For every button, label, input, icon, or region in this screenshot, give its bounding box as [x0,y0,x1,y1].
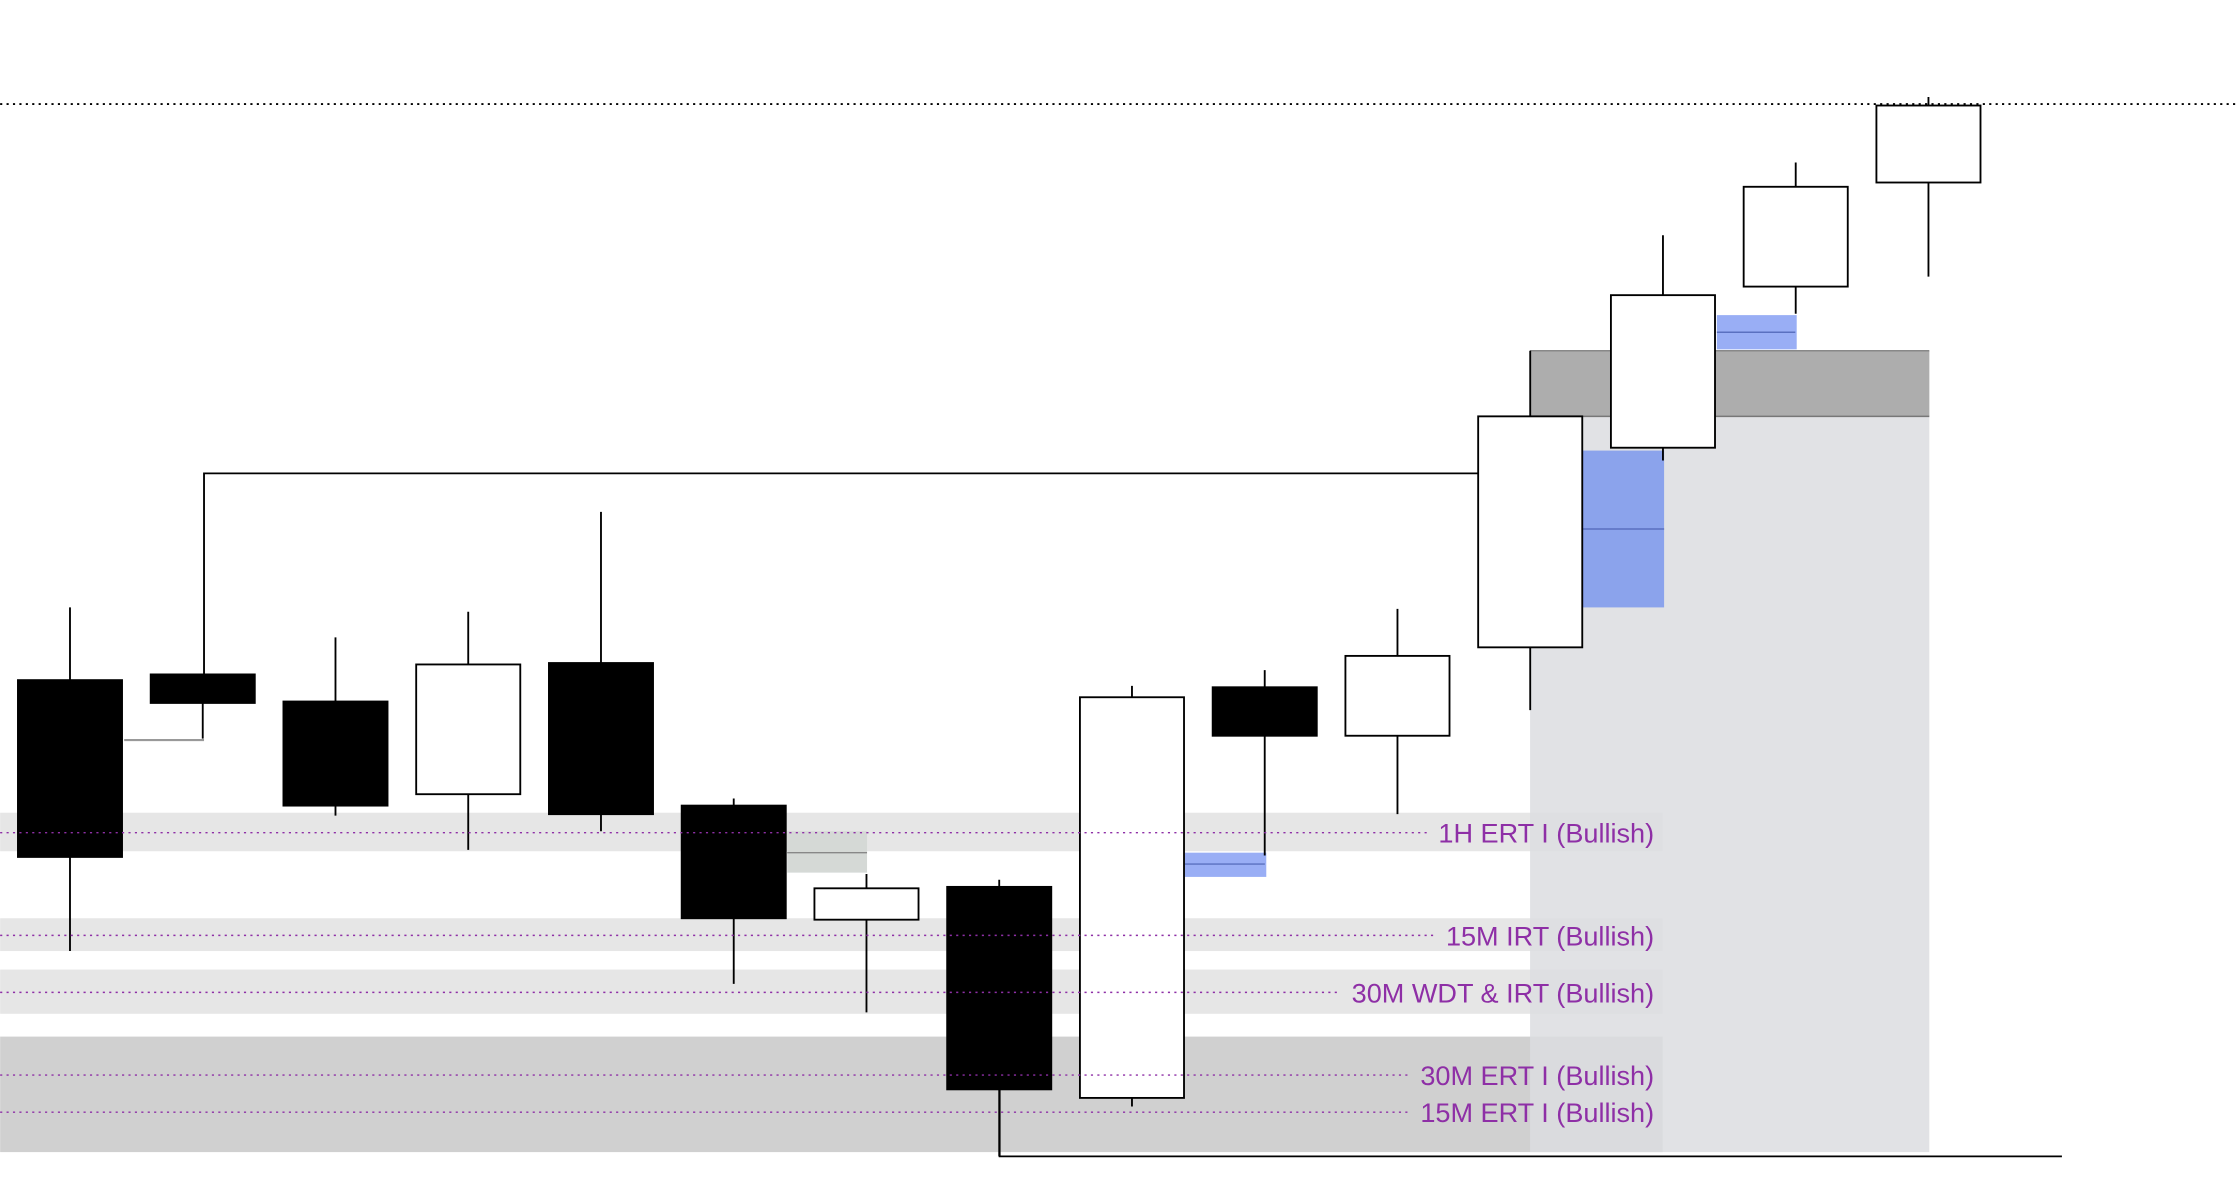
bearish-candle [17,679,123,858]
bearish-candle [548,662,654,816]
bullish-candle [1344,654,1451,737]
bearish-candle [282,700,389,807]
zone-label: 30M WDT & IRT (Bullish) [1352,977,1654,1008]
bullish-candle [1742,185,1849,288]
zone-band-30m-ert [0,1036,1663,1153]
bullish-candle [415,663,522,796]
bullish-candle [1477,415,1584,649]
bullish-candle [1079,696,1185,1099]
range-top-band [1530,350,1930,417]
bullish-candle [1609,294,1716,449]
bearish-candle [680,804,787,920]
zone-label: 15M IRT (Bullish) [1446,920,1654,951]
bullish-candle [813,887,920,921]
bearish-candle [946,885,1053,1091]
bullish-candle [1875,104,1982,184]
zone-label: 15M ERT I (Bullish) [1420,1097,1654,1128]
zone-label: 30M ERT I (Bullish) [1420,1060,1654,1091]
structure-line [203,472,1479,675]
zone-label: 1H ERT I (Bullish) [1438,818,1654,849]
bearish-candle [1211,686,1318,737]
bearish-candle [149,673,256,704]
